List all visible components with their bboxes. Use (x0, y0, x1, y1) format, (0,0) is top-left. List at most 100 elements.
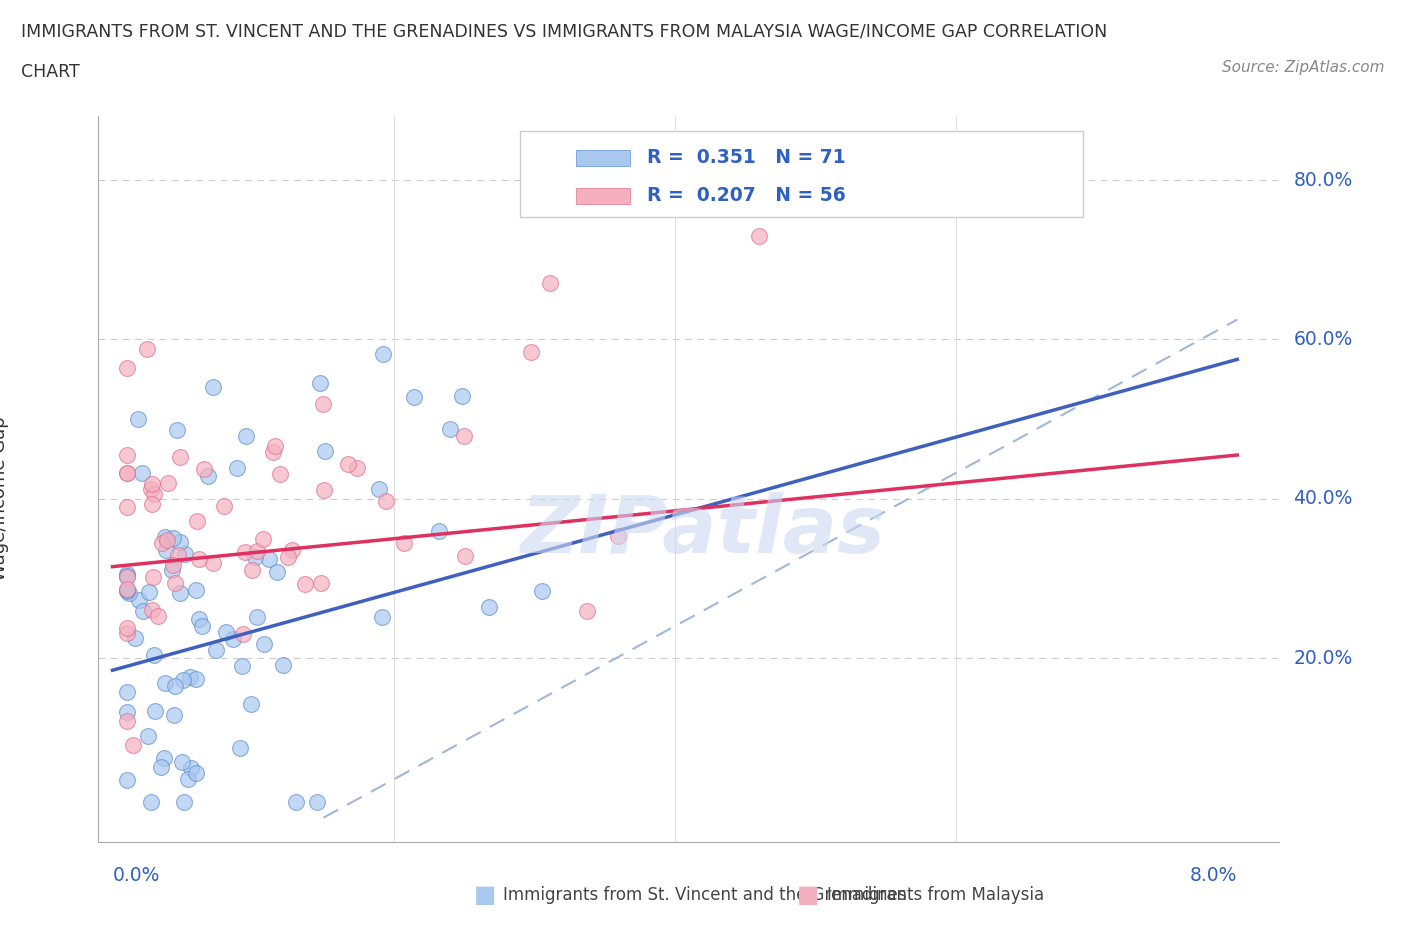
FancyBboxPatch shape (576, 150, 630, 166)
Point (371, 347, 394, 362)
Point (375, 494, 398, 509)
Point (314, 443, 336, 458)
Point (124, 631, 146, 645)
Text: Wage/Income Gap: Wage/Income Gap (0, 417, 8, 581)
Text: ■: ■ (474, 883, 496, 907)
Point (180, 760, 202, 775)
Point (143, 487, 166, 502)
Point (115, 569, 138, 584)
Point (184, 766, 207, 781)
Text: 8.0%: 8.0% (1189, 866, 1237, 884)
Point (201, 555, 224, 570)
Point (169, 534, 191, 549)
Point (257, 551, 280, 566)
Point (202, 379, 225, 394)
Text: 60.0%: 60.0% (1294, 330, 1353, 349)
Text: IMMIGRANTS FROM ST. VINCENT AND THE GRENADINES VS IMMIGRANTS FROM MALAYSIA WAGE/: IMMIGRANTS FROM ST. VINCENT AND THE GREN… (21, 22, 1108, 40)
FancyBboxPatch shape (576, 188, 630, 204)
Point (141, 602, 163, 617)
Point (748, 229, 770, 244)
Point (269, 466, 291, 481)
Point (162, 531, 184, 546)
Point (184, 582, 207, 597)
Text: 20.0%: 20.0% (1294, 649, 1353, 668)
Point (163, 576, 186, 591)
Point (115, 582, 138, 597)
Text: Immigrants from St. Vincent and the Grenadines: Immigrants from St. Vincent and the Gren… (503, 885, 907, 904)
Point (294, 577, 316, 591)
Text: 40.0%: 40.0% (1294, 489, 1353, 509)
Point (115, 704, 138, 719)
Point (186, 513, 208, 528)
Point (233, 545, 256, 560)
Point (177, 772, 200, 787)
Point (115, 568, 138, 583)
Point (232, 627, 254, 642)
Point (235, 428, 257, 443)
Point (131, 466, 153, 481)
Point (402, 390, 425, 405)
Point (163, 679, 186, 694)
Point (225, 460, 247, 475)
Point (307, 794, 329, 809)
Text: ■: ■ (797, 883, 820, 907)
Point (155, 543, 177, 558)
Point (153, 529, 176, 544)
Point (453, 428, 475, 443)
Point (150, 536, 173, 551)
Point (187, 551, 209, 566)
Point (115, 583, 138, 598)
FancyBboxPatch shape (520, 130, 1083, 218)
Text: CHART: CHART (21, 63, 80, 81)
Point (346, 460, 368, 475)
Point (173, 794, 195, 809)
Point (266, 565, 288, 579)
Point (138, 585, 160, 600)
Text: R =  0.207   N = 56: R = 0.207 N = 56 (647, 186, 845, 206)
Point (169, 449, 191, 464)
Point (115, 773, 138, 788)
Point (143, 704, 166, 719)
Point (115, 625, 138, 640)
Point (245, 550, 267, 565)
Text: ZIPatlas: ZIPatlas (520, 492, 886, 570)
Point (520, 344, 543, 359)
Point (214, 625, 236, 640)
Point (115, 713, 138, 728)
Point (454, 549, 477, 564)
Text: Immigrants from Malaysia: Immigrants from Malaysia (827, 885, 1043, 904)
Point (142, 570, 165, 585)
Point (115, 566, 138, 581)
Point (128, 592, 150, 607)
Point (166, 423, 188, 438)
Point (136, 342, 159, 357)
Point (478, 600, 501, 615)
Text: 0.0%: 0.0% (112, 866, 160, 884)
Point (204, 643, 226, 658)
Point (368, 482, 391, 497)
Point (169, 585, 191, 600)
Point (115, 500, 138, 515)
Point (309, 576, 332, 591)
Point (427, 524, 450, 538)
Point (240, 563, 263, 578)
Point (277, 550, 299, 565)
Point (246, 543, 269, 558)
Point (174, 547, 197, 562)
Point (115, 620, 138, 635)
Point (188, 611, 211, 626)
Point (115, 361, 138, 376)
Point (252, 532, 274, 547)
Point (337, 457, 360, 472)
Point (271, 658, 294, 672)
Text: R =  0.351   N = 71: R = 0.351 N = 71 (647, 148, 845, 167)
Point (162, 563, 184, 578)
Point (284, 794, 307, 809)
Point (229, 741, 252, 756)
Point (131, 604, 153, 618)
Point (162, 558, 184, 573)
Point (311, 396, 333, 411)
Point (141, 497, 163, 512)
Point (392, 536, 415, 551)
Point (607, 528, 630, 543)
